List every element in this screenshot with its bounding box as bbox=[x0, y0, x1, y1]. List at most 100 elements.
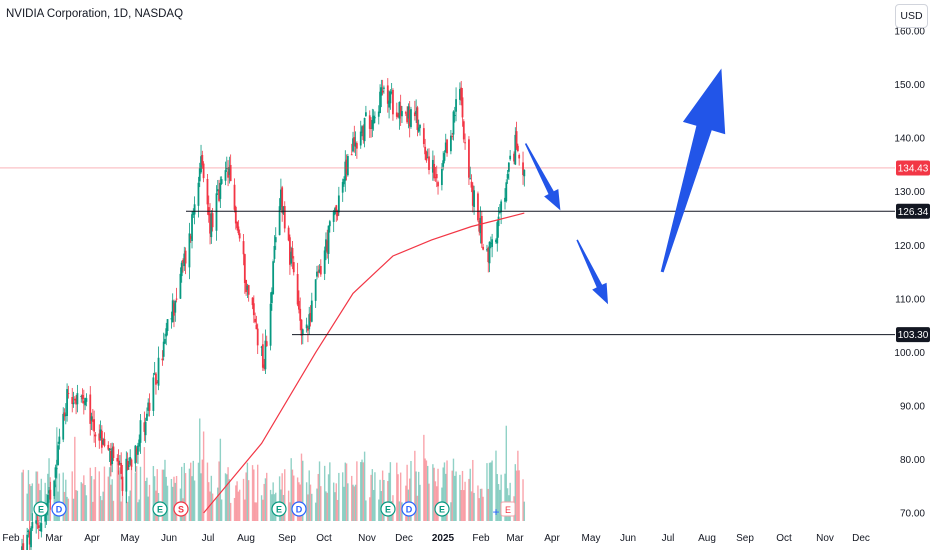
volume-bar bbox=[284, 469, 286, 521]
volume-bar bbox=[36, 471, 39, 521]
candle-body bbox=[107, 444, 110, 450]
event-marker-e: E bbox=[271, 501, 287, 517]
candle-body bbox=[36, 523, 39, 525]
volume-bar bbox=[121, 482, 124, 521]
candle-body bbox=[307, 328, 309, 331]
candle-body bbox=[125, 458, 128, 492]
x-tick-label: Mar bbox=[506, 533, 524, 544]
candle-body bbox=[21, 546, 23, 550]
volume-bar bbox=[370, 474, 372, 521]
candle-body bbox=[326, 240, 329, 253]
x-tick-label: May bbox=[121, 533, 140, 544]
candle-body bbox=[269, 303, 272, 346]
candle-body bbox=[316, 271, 318, 277]
volume-bar bbox=[199, 418, 201, 521]
event-marker-circle bbox=[33, 501, 49, 517]
candle-body bbox=[332, 212, 335, 222]
volume-bar bbox=[302, 460, 304, 521]
volume-bar bbox=[296, 477, 299, 521]
volume-bar bbox=[146, 477, 148, 521]
volume-bar bbox=[85, 495, 88, 521]
volume-bar bbox=[446, 460, 448, 521]
event-marker-d: D bbox=[291, 501, 307, 517]
candle-body bbox=[31, 522, 34, 529]
volume-bar bbox=[171, 486, 174, 521]
volume-bar bbox=[269, 489, 272, 521]
candle-body bbox=[341, 182, 344, 193]
volume-bar bbox=[399, 472, 402, 521]
candle-body bbox=[238, 233, 241, 239]
volume-bar bbox=[481, 488, 483, 521]
volume-bar bbox=[470, 491, 473, 521]
candle-body bbox=[350, 154, 353, 156]
candle-body bbox=[433, 163, 436, 179]
volume-bar bbox=[434, 481, 437, 521]
candle-body bbox=[246, 285, 249, 290]
volume-bar bbox=[117, 470, 120, 521]
candle-body bbox=[308, 314, 311, 330]
candle-body bbox=[126, 461, 129, 470]
candle-body bbox=[188, 233, 191, 268]
volume-bar bbox=[461, 470, 464, 521]
volume-bar bbox=[490, 462, 492, 521]
volume-bar bbox=[260, 495, 263, 521]
candle-body bbox=[491, 239, 494, 247]
candle-body bbox=[84, 398, 87, 406]
candle-body bbox=[256, 328, 259, 346]
event-marker-e: E bbox=[33, 501, 49, 517]
event-marker-circle bbox=[173, 501, 189, 517]
volume-bar bbox=[83, 475, 85, 521]
volume-bar bbox=[247, 480, 250, 521]
volume-bar bbox=[464, 481, 466, 521]
candle-body bbox=[274, 237, 277, 243]
candle-body bbox=[197, 182, 200, 206]
price-axis[interactable]: 160.00 150.00 140.00 130.00 120.00 110.00 100.… bbox=[894, 27, 930, 520]
price-tag-bg bbox=[896, 160, 930, 176]
candle-body bbox=[283, 206, 286, 229]
candle-body bbox=[359, 131, 362, 146]
candle-body bbox=[39, 529, 41, 531]
volume-bar bbox=[29, 484, 31, 521]
candle-body bbox=[290, 251, 293, 264]
candle-body bbox=[67, 392, 70, 394]
event-marker-circle bbox=[380, 501, 396, 517]
price-tag: 134.43 bbox=[896, 160, 930, 176]
candle-body bbox=[215, 193, 218, 231]
candle-body bbox=[121, 476, 124, 492]
x-tick-label: Apr bbox=[84, 533, 100, 544]
candle-body bbox=[282, 206, 285, 214]
candle-body bbox=[413, 112, 416, 117]
time-axis[interactable]: Feb Mar Apr May Jun Jul Aug Sep Oct Nov Dec 2025 Feb… bbox=[2, 533, 870, 544]
volume-bar bbox=[336, 499, 339, 521]
candle-body bbox=[301, 329, 304, 335]
candle-body bbox=[120, 462, 123, 474]
volume-bar bbox=[264, 478, 267, 521]
volume-bar bbox=[334, 492, 336, 521]
candle-body bbox=[395, 112, 398, 117]
candle-body bbox=[486, 249, 488, 251]
projection-arrow bbox=[524, 143, 561, 211]
x-tick-label: Feb bbox=[472, 533, 490, 544]
candle-body bbox=[44, 511, 47, 522]
candle-body bbox=[480, 215, 483, 244]
volume-bar bbox=[450, 502, 452, 521]
x-tick-label: Oct bbox=[776, 533, 792, 544]
volume-bar bbox=[496, 474, 498, 521]
candle-body bbox=[209, 213, 211, 234]
volume-bar bbox=[414, 450, 416, 521]
volume-bar bbox=[488, 462, 491, 521]
volume-bar bbox=[201, 459, 204, 521]
volume-bar bbox=[419, 484, 421, 521]
candle-body bbox=[399, 105, 402, 116]
volume-bar bbox=[427, 465, 429, 521]
price-tag-label: 126.34 bbox=[898, 207, 929, 218]
currency-button[interactable]: USD bbox=[895, 4, 928, 28]
candle-body bbox=[327, 225, 330, 254]
volume-bar bbox=[410, 460, 412, 521]
volume-bar bbox=[112, 500, 115, 521]
candle-body bbox=[98, 433, 101, 441]
candle-body bbox=[523, 169, 526, 177]
candle-body bbox=[182, 260, 184, 264]
candle-body bbox=[175, 298, 178, 300]
